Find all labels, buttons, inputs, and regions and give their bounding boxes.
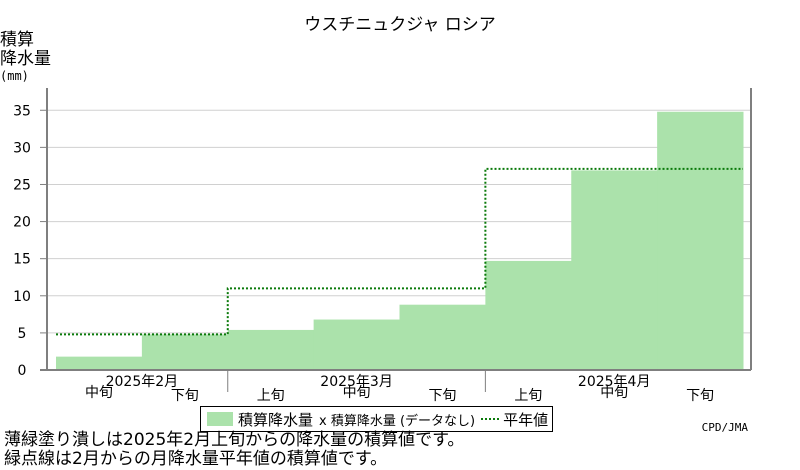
y-axis-label-line2: 降水量 <box>0 49 51 69</box>
note-2: 緑点線は2月からの月降水量平年値の積算値です。 <box>4 449 388 469</box>
month-label: 2025年2月 <box>106 374 179 390</box>
legend: 積算降水量 x 積算降水量 (データなし) 平年値 <box>200 406 554 432</box>
bar <box>313 319 400 370</box>
note-1: 薄緑塗り潰しは2025年2月上旬からの降水量の積算値です。 <box>4 430 465 450</box>
y-tick-label: 25 <box>13 177 31 193</box>
credit: CPD/JMA <box>701 421 748 434</box>
bar <box>141 334 229 370</box>
legend-line-swatch <box>481 418 502 420</box>
period-label: 上旬 <box>257 388 285 404</box>
y-tick-label: 30 <box>13 140 31 156</box>
period-label: 中旬 <box>343 385 371 401</box>
bar <box>227 329 315 370</box>
period-label: 上旬 <box>514 388 542 404</box>
month-label: 2025年4月 <box>578 374 651 390</box>
period-label: 下旬 <box>171 388 199 404</box>
chart-title: ウスチニュクジャ ロシア <box>304 15 496 35</box>
y-tick-label: 0 <box>18 363 27 379</box>
bar <box>485 260 572 370</box>
y-tick-label: 5 <box>18 326 27 342</box>
bar <box>657 111 744 370</box>
bar <box>571 170 658 370</box>
period-label: 下旬 <box>686 388 714 404</box>
bar <box>56 356 143 370</box>
y-tick-label: 15 <box>13 252 31 268</box>
y-tick-label: 20 <box>13 215 31 231</box>
period-label: 中旬 <box>600 385 628 401</box>
y-tick-label: 10 <box>13 289 31 305</box>
legend-bar-swatch <box>207 412 233 426</box>
period-label: 中旬 <box>85 385 113 401</box>
normal-line <box>56 167 743 336</box>
y-tick-label: 35 <box>13 103 31 119</box>
period-label: 下旬 <box>428 388 456 404</box>
y-axis-label: 積算 降水量 (mm) <box>0 30 51 84</box>
legend-mark-label: x 積算降水量 (データなし) <box>319 413 476 429</box>
month-label: 2025年3月 <box>320 374 393 390</box>
y-axis-label-line1: 積算 <box>0 30 34 50</box>
bar <box>399 304 486 370</box>
legend-bar-label: 積算降水量 <box>238 410 314 429</box>
y-axis-unit: (mm) <box>0 69 29 83</box>
legend-line-label: 平年値 <box>503 410 549 429</box>
